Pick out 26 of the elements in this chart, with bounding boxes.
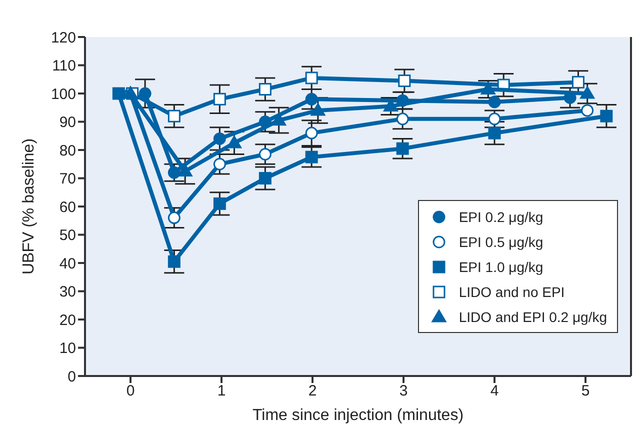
y-tick-label: 70 [59,170,76,188]
y-tick-label: 120 [50,29,76,46]
x-tick-label: 0 [126,382,135,400]
legend-label: LIDO and EPI 0.2 μg/kg [458,308,607,324]
legend-label: EPI 0.5 μg/kg [458,234,544,250]
y-tick-label: 20 [59,312,76,329]
y-tick-label: 60 [59,198,76,216]
y-axis-title: UBFV (% baseline) [20,138,38,275]
y-tick-label: 80 [59,142,76,160]
x-tick-label: 1 [217,382,226,400]
y-tick-label: 30 [59,284,76,301]
x-tick-label: 2 [308,382,317,400]
y-tick-label: 100 [50,86,76,103]
x-tick-label: 4 [490,382,499,400]
legend-label: LIDO and no EPI [458,284,565,300]
y-tick-label: 90 [59,114,76,132]
y-tick-label: 50 [59,227,76,244]
y-tick-label: 0 [68,368,76,386]
y-tick-label: 10 [59,340,76,358]
x-tick-label: 5 [581,382,590,400]
y-tick-label: 110 [52,58,76,75]
x-axis-title: Time since injection (minutes) [252,407,464,424]
legend-label: EPI 0.2 μg/kg [458,208,544,224]
x-tick-label: 3 [399,382,408,400]
y-tick-label: 40 [59,255,76,272]
legend-label: EPI 1.0 μg/kg [458,258,544,274]
